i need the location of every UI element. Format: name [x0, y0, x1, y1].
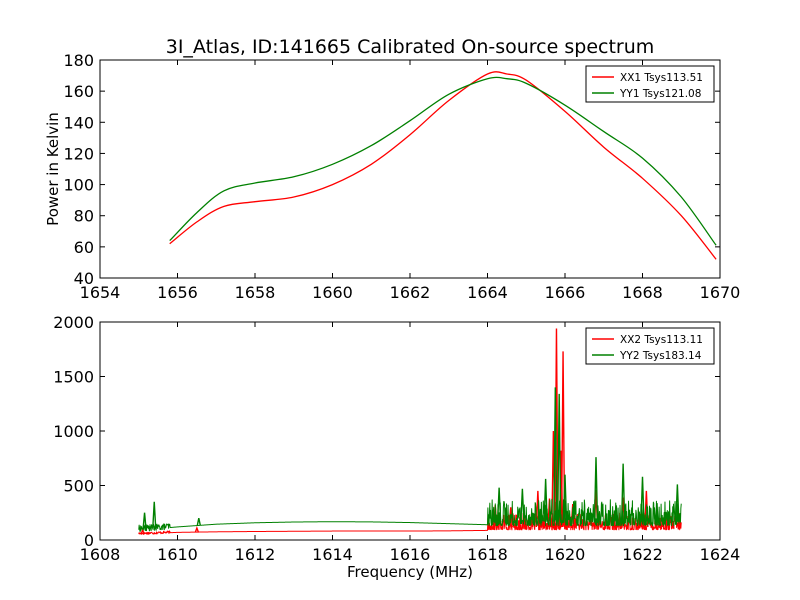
spectral-peak: [553, 387, 558, 522]
legend: XX2 Tsys113.11 YY2 Tsys183.14: [585, 327, 715, 365]
series-line: [138, 498, 682, 532]
x-tick-label: 1660: [312, 283, 353, 302]
plot-area: [138, 328, 682, 535]
y-tick-label: 1000: [53, 422, 94, 441]
spectral-peak: [562, 474, 568, 522]
spectral-peak: [560, 351, 566, 528]
x-tick-label: 1662: [390, 283, 431, 302]
legend-label: XX1 Tsys113.51: [620, 72, 703, 84]
spectral-peak: [593, 457, 599, 522]
x-tick-label: 1666: [545, 283, 586, 302]
x-tick-label: 1668: [622, 283, 663, 302]
y-tick-label: 160: [63, 82, 94, 101]
legend-label: XX2 Tsys113.11: [620, 334, 703, 346]
spectral-peak: [640, 476, 645, 522]
spectral-peak: [520, 488, 525, 522]
y-tick-label: 500: [63, 477, 94, 496]
y-tick-label: 140: [63, 113, 94, 132]
x-tick-label: 1614: [312, 545, 353, 564]
y-tick-label: 120: [63, 144, 94, 163]
y-tick-label: 0: [84, 531, 94, 550]
series-yy2: [138, 387, 682, 532]
y-tick-label: 80: [74, 207, 94, 226]
spectral-peak: [152, 501, 157, 529]
x-tick-label: 1620: [545, 545, 586, 564]
spectral-peak: [142, 512, 147, 530]
y-tick-label: 40: [74, 269, 94, 288]
x-tick-label: 1618: [467, 545, 508, 564]
x-tick-label: 1608: [80, 545, 121, 564]
y-axis-label: Power in Kelvin: [44, 112, 62, 226]
legend-label: YY2 Tsys183.14: [619, 350, 702, 362]
spectral-peak: [194, 525, 200, 533]
top-axes: 1654 1656 1658 1660 1662 1664 1666 1668 1670 40 60…: [44, 51, 740, 302]
y-tick-label: 2000: [53, 313, 94, 332]
bottom-axes: 1608 1610 1612 1614 1616 1618 1620 1622 1624 0 500…: [53, 313, 740, 581]
series-yy1: [169, 76, 717, 246]
legend-label: YY1 Tsys121.08: [619, 88, 701, 100]
y-tick-label: 100: [63, 176, 94, 195]
y-tick-label: 180: [63, 51, 94, 70]
legend: XX1 Tsys113.51 YY1 Tsys121.08: [585, 65, 715, 103]
chart-title: 3I_Atlas, ID:141665 Calibrated On-source…: [166, 36, 655, 58]
plot-area: [169, 71, 717, 260]
spectral-peak: [140, 528, 145, 535]
x-tick-label: 1610: [157, 545, 198, 564]
x-tick-label: 1622: [622, 545, 663, 564]
x-tick-label: 1612: [235, 545, 276, 564]
x-tick-label: 1656: [157, 283, 198, 302]
spectral-peak: [620, 463, 626, 522]
x-tick-label: 1664: [467, 283, 508, 302]
spectral-peak: [496, 487, 502, 522]
series-xx1: [169, 71, 717, 260]
spectral-peak: [675, 484, 680, 522]
x-tick-label: 1624: [700, 545, 741, 564]
x-tick-label: 1658: [235, 283, 276, 302]
spectral-peak: [543, 478, 548, 522]
series-line: [169, 76, 717, 246]
legend-box: [585, 65, 715, 103]
x-tick-label: 1654: [80, 283, 121, 302]
x-tick-label: 1670: [700, 283, 741, 302]
legend-box: [585, 327, 715, 365]
y-tick-label: 60: [74, 238, 94, 257]
y-tick-label: 1500: [53, 368, 94, 387]
spectral-peak: [556, 393, 562, 522]
x-tick-label: 1616: [390, 545, 431, 564]
x-axis-label: Frequency (MHz): [347, 563, 473, 581]
series-line: [169, 71, 717, 260]
spectral-peak: [196, 518, 201, 526]
